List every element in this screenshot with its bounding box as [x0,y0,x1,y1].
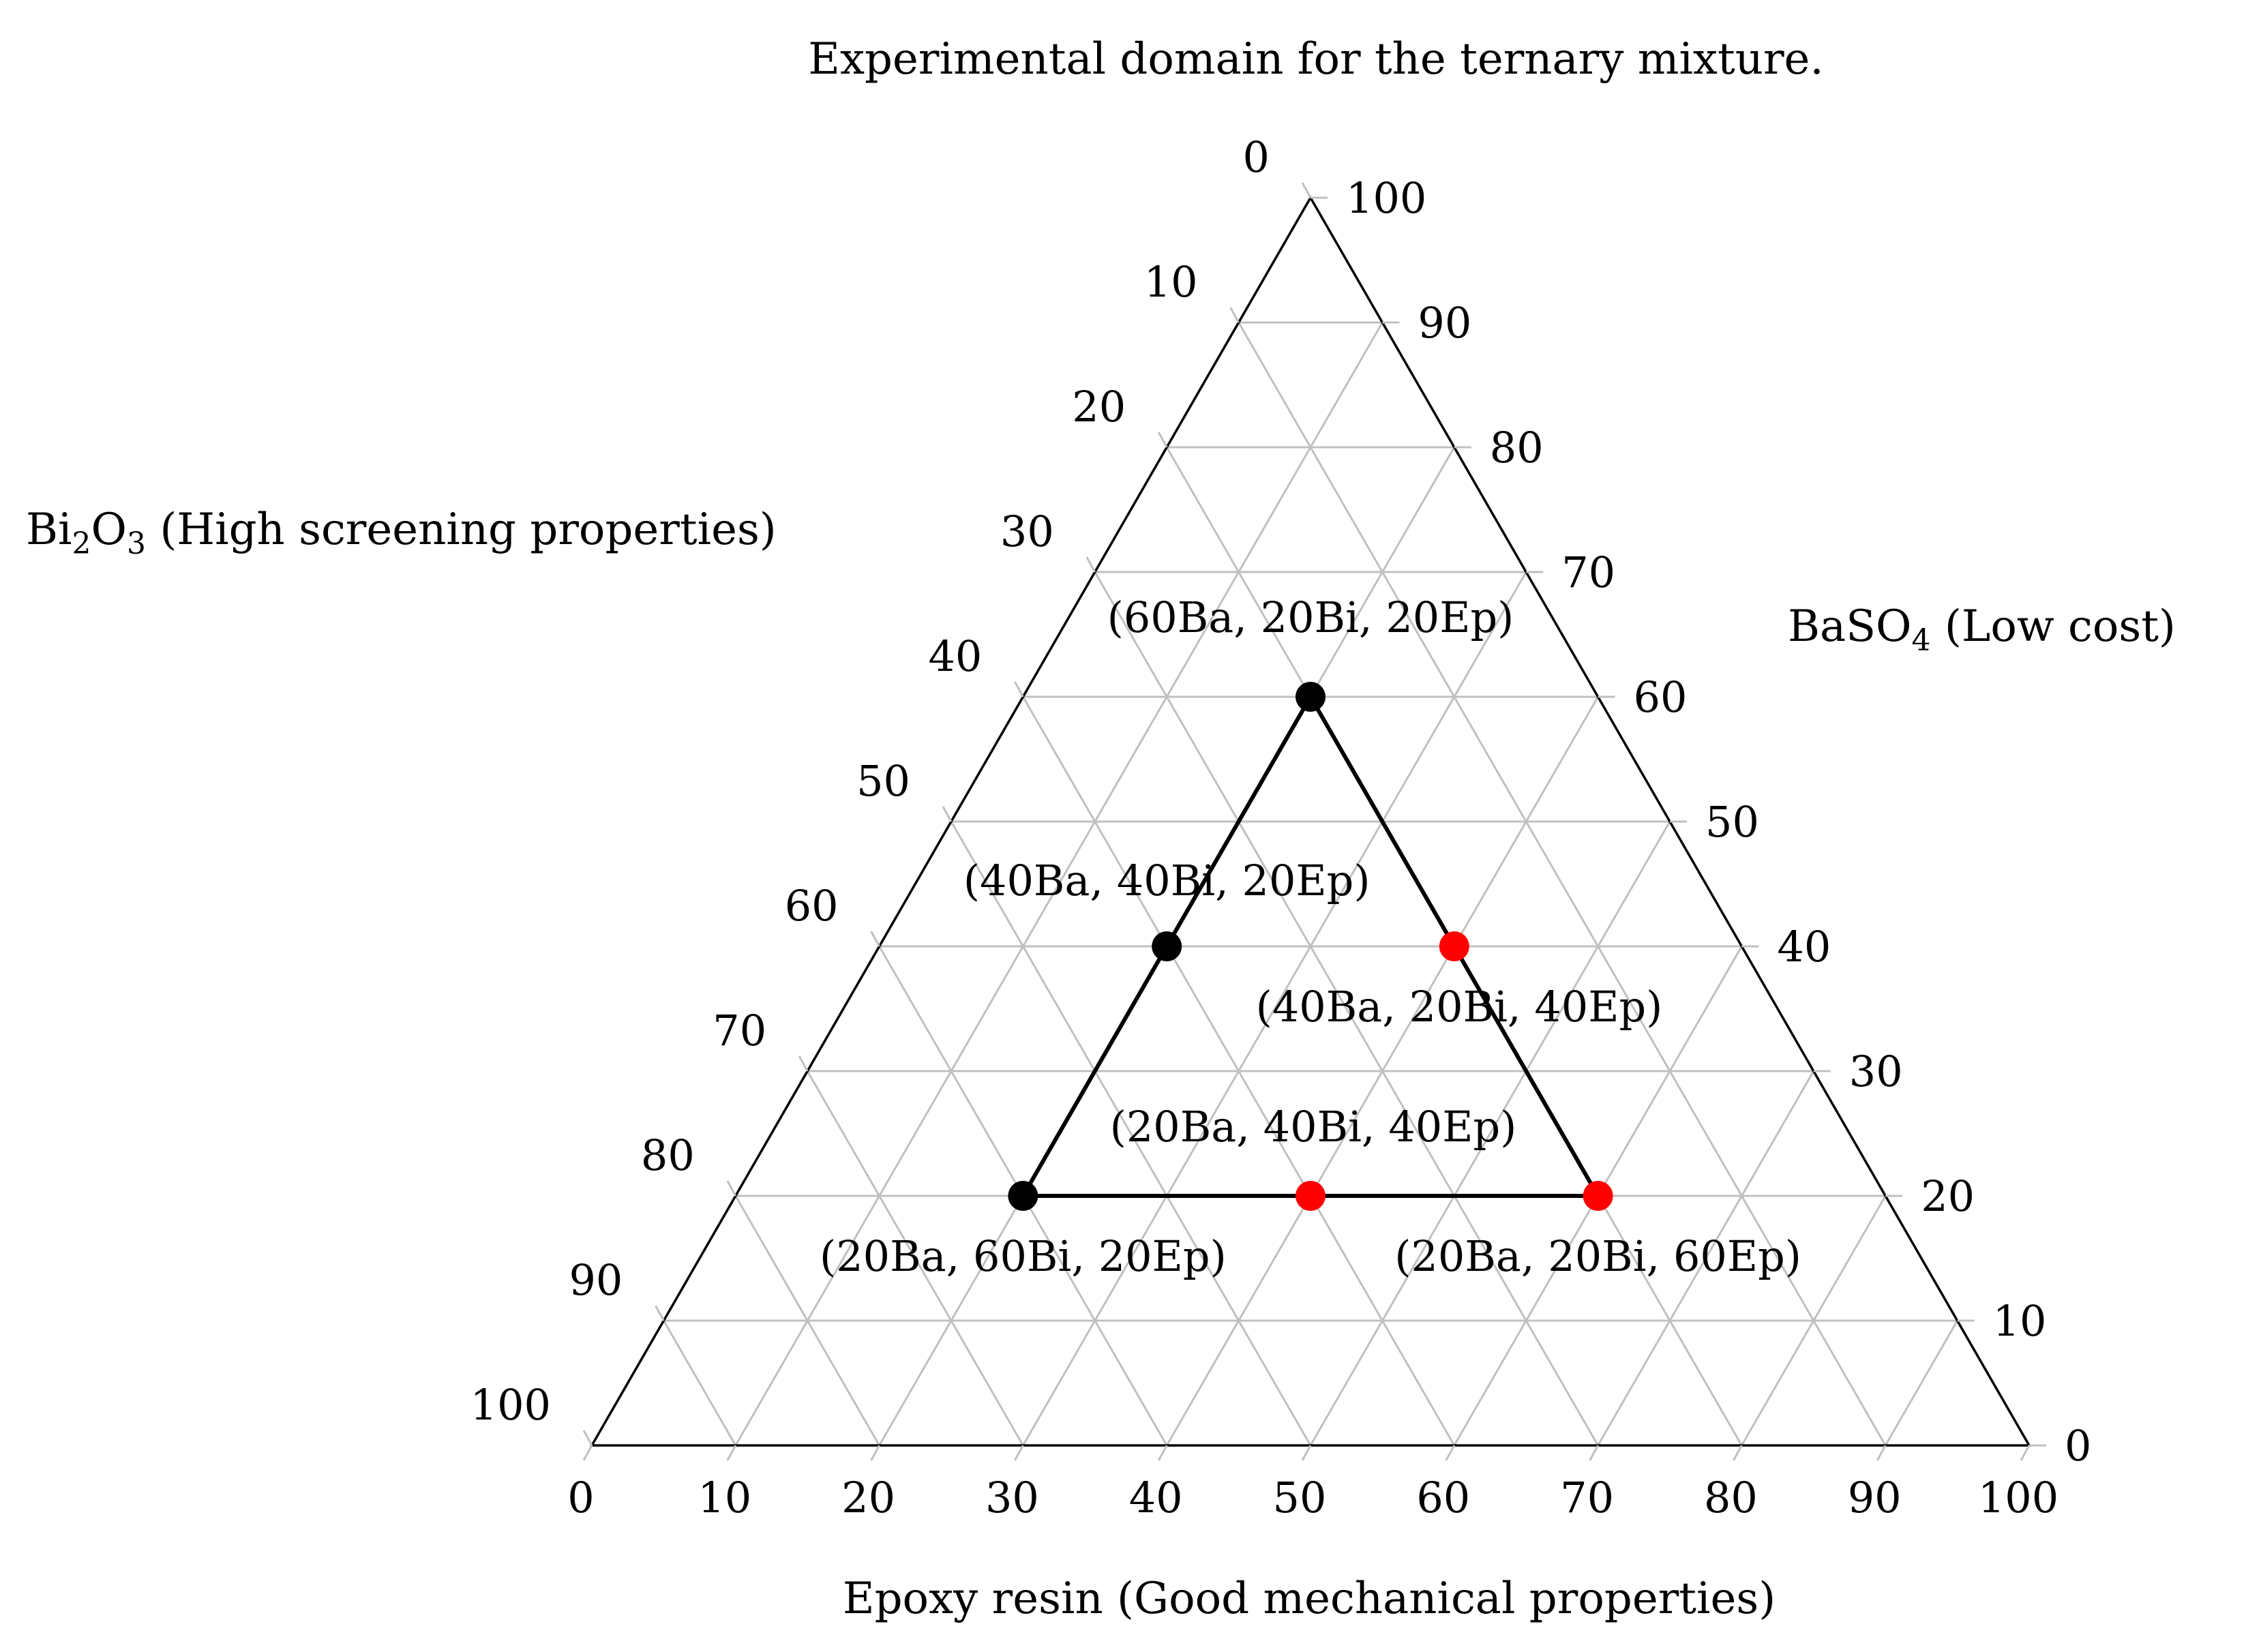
grid-line-ep-30 [1022,571,1527,1446]
left-axis-title: Bi2O3 (High screening properties) [26,505,777,561]
left-tick-label-50: 50 [856,756,910,806]
right-tick-label-0: 0 [2065,1421,2091,1471]
data-point-5 [1583,1181,1613,1211]
data-point-2 [1152,931,1182,961]
top-axis-title-sub: 4 [1912,623,1931,658]
left-tick-label-80: 80 [641,1130,695,1180]
left-tick-label-20: 20 [1072,382,1126,432]
bottom-tick-label-70: 70 [1560,1473,1614,1522]
grid-line-ep-90 [1884,1320,1958,1446]
bottom-axis-title: Epoxy resin (Good mechanical properties) [843,1574,1776,1624]
left-tick-label-10: 10 [1144,257,1198,307]
bottom-tick-20 [870,1445,880,1461]
bottom-tick-label-0: 0 [567,1473,594,1522]
left-axis-title-mid: O [91,505,127,555]
point-label-5: (20Ba, 20Bi, 60Ep) [1394,1231,1801,1281]
bottom-tick-60 [1445,1445,1456,1461]
point-label-6: (20Ba, 40Bi, 40Ep) [1110,1102,1517,1152]
bottom-tick-label-50: 50 [1273,1473,1327,1522]
left-tick-label-60: 60 [785,881,839,931]
grid-line-bi-50 [950,821,1312,1446]
left-tick-40 [1014,681,1024,697]
bottom-tick-0 [582,1445,593,1461]
bottom-tick-100 [2020,1445,2031,1461]
bottom-tick-40 [1157,1445,1168,1461]
top-axis-title-base: BaSO [1788,601,1912,652]
top-axis-title: BaSO4 (Low cost) [1788,601,2176,658]
left-tick-80 [726,1180,737,1197]
point-label-1: (60Ba, 20Bi, 20Ep) [1107,592,1514,642]
bottom-tick-label-80: 80 [1704,1473,1758,1522]
left-tick-label-70: 70 [713,1006,766,1055]
right-tick-label-30: 30 [1849,1047,1903,1096]
left-tick-label-30: 30 [1000,507,1054,556]
bottom-tick-label-60: 60 [1416,1473,1470,1522]
left-tick-label-0: 0 [1243,132,1270,182]
grid-line-bi-10 [1238,322,1887,1446]
bottom-tick-label-20: 20 [841,1473,895,1522]
right-tick-label-80: 80 [1490,423,1544,472]
data-point-4 [1439,931,1469,961]
left-axis-title-rest: (High screening properties) [146,505,777,555]
right-tick-label-20: 20 [1921,1171,1975,1221]
grid-line-bi-30 [1094,571,1599,1446]
top-axis-title-rest: (Low cost) [1931,601,2176,652]
right-tick-label-60: 60 [1634,672,1688,722]
left-tick-70 [798,1055,809,1072]
left-axis-title-base: Bi [26,505,72,555]
right-tick-label-50: 50 [1705,797,1759,847]
chart-title: Experimental domain for the ternary mixt… [808,34,1824,85]
bottom-tick-50 [1301,1445,1312,1461]
bottom-tick-90 [1876,1445,1887,1461]
left-tick-label-90: 90 [569,1255,623,1305]
point-label-3: (20Ba, 60Bi, 20Ep) [820,1231,1227,1281]
bottom-tick-label-40: 40 [1129,1473,1183,1522]
data-point-1 [1296,682,1326,712]
bottom-tick-80 [1733,1445,1743,1461]
data-point-3 [1008,1181,1038,1211]
left-tick-20 [1157,432,1168,448]
left-tick-50 [942,806,953,822]
left-tick-90 [655,1305,665,1321]
right-tick-label-40: 40 [1777,922,1831,972]
right-tick-label-90: 90 [1418,298,1471,348]
left-tick-0 [1301,182,1312,198]
right-tick-label-100: 100 [1346,173,1426,223]
right-tick-label-70: 70 [1561,547,1615,597]
bottom-tick-label-10: 10 [698,1473,751,1522]
grid-line-ep-10 [734,322,1383,1446]
point-label-4: (40Ba, 20Bi, 40Ep) [1256,982,1663,1032]
bottom-tick-30 [1014,1445,1024,1461]
data-point-6 [1296,1181,1326,1211]
point-label-2: (40Ba, 40Bi, 20Ep) [963,856,1371,905]
left-axis-title-sub2: 3 [127,526,146,561]
right-tick-label-10: 10 [1993,1296,2047,1346]
bottom-tick-10 [726,1445,737,1461]
left-axis-title-sub1: 2 [72,526,91,561]
label-layer: (60Ba, 20Bi, 20Ep) (40Ba, 40Bi, 20Ep) (20B… [820,592,1801,1281]
grid-line-ep-80 [1741,1195,1887,1446]
grid-line-ep-70 [1597,1070,1815,1446]
left-tick-60 [870,931,880,947]
grid-line-bi-70 [806,1070,1024,1446]
bottom-tick-label-90: 90 [1848,1473,1902,1522]
bottom-tick-label-30: 30 [985,1473,1039,1522]
bottom-tick-70 [1589,1445,1599,1461]
bottom-tick-label-100: 100 [1978,1473,2058,1522]
tick-layer: 0 0 0 10 10 10 20 20 20 30 30 30 40 40 40 50 50 50 60 60 60 7… [470,132,2092,1522]
grid-line-bi-90 [663,1320,737,1446]
grid-line-bi-80 [734,1195,880,1446]
point-layer [1008,682,1613,1211]
left-tick-100 [582,1430,593,1446]
left-tick-label-100: 100 [470,1380,551,1430]
left-tick-10 [1229,307,1240,323]
left-tick-label-40: 40 [928,631,982,681]
grid-line-ep-50 [1309,821,1671,1446]
left-tick-30 [1085,556,1096,573]
